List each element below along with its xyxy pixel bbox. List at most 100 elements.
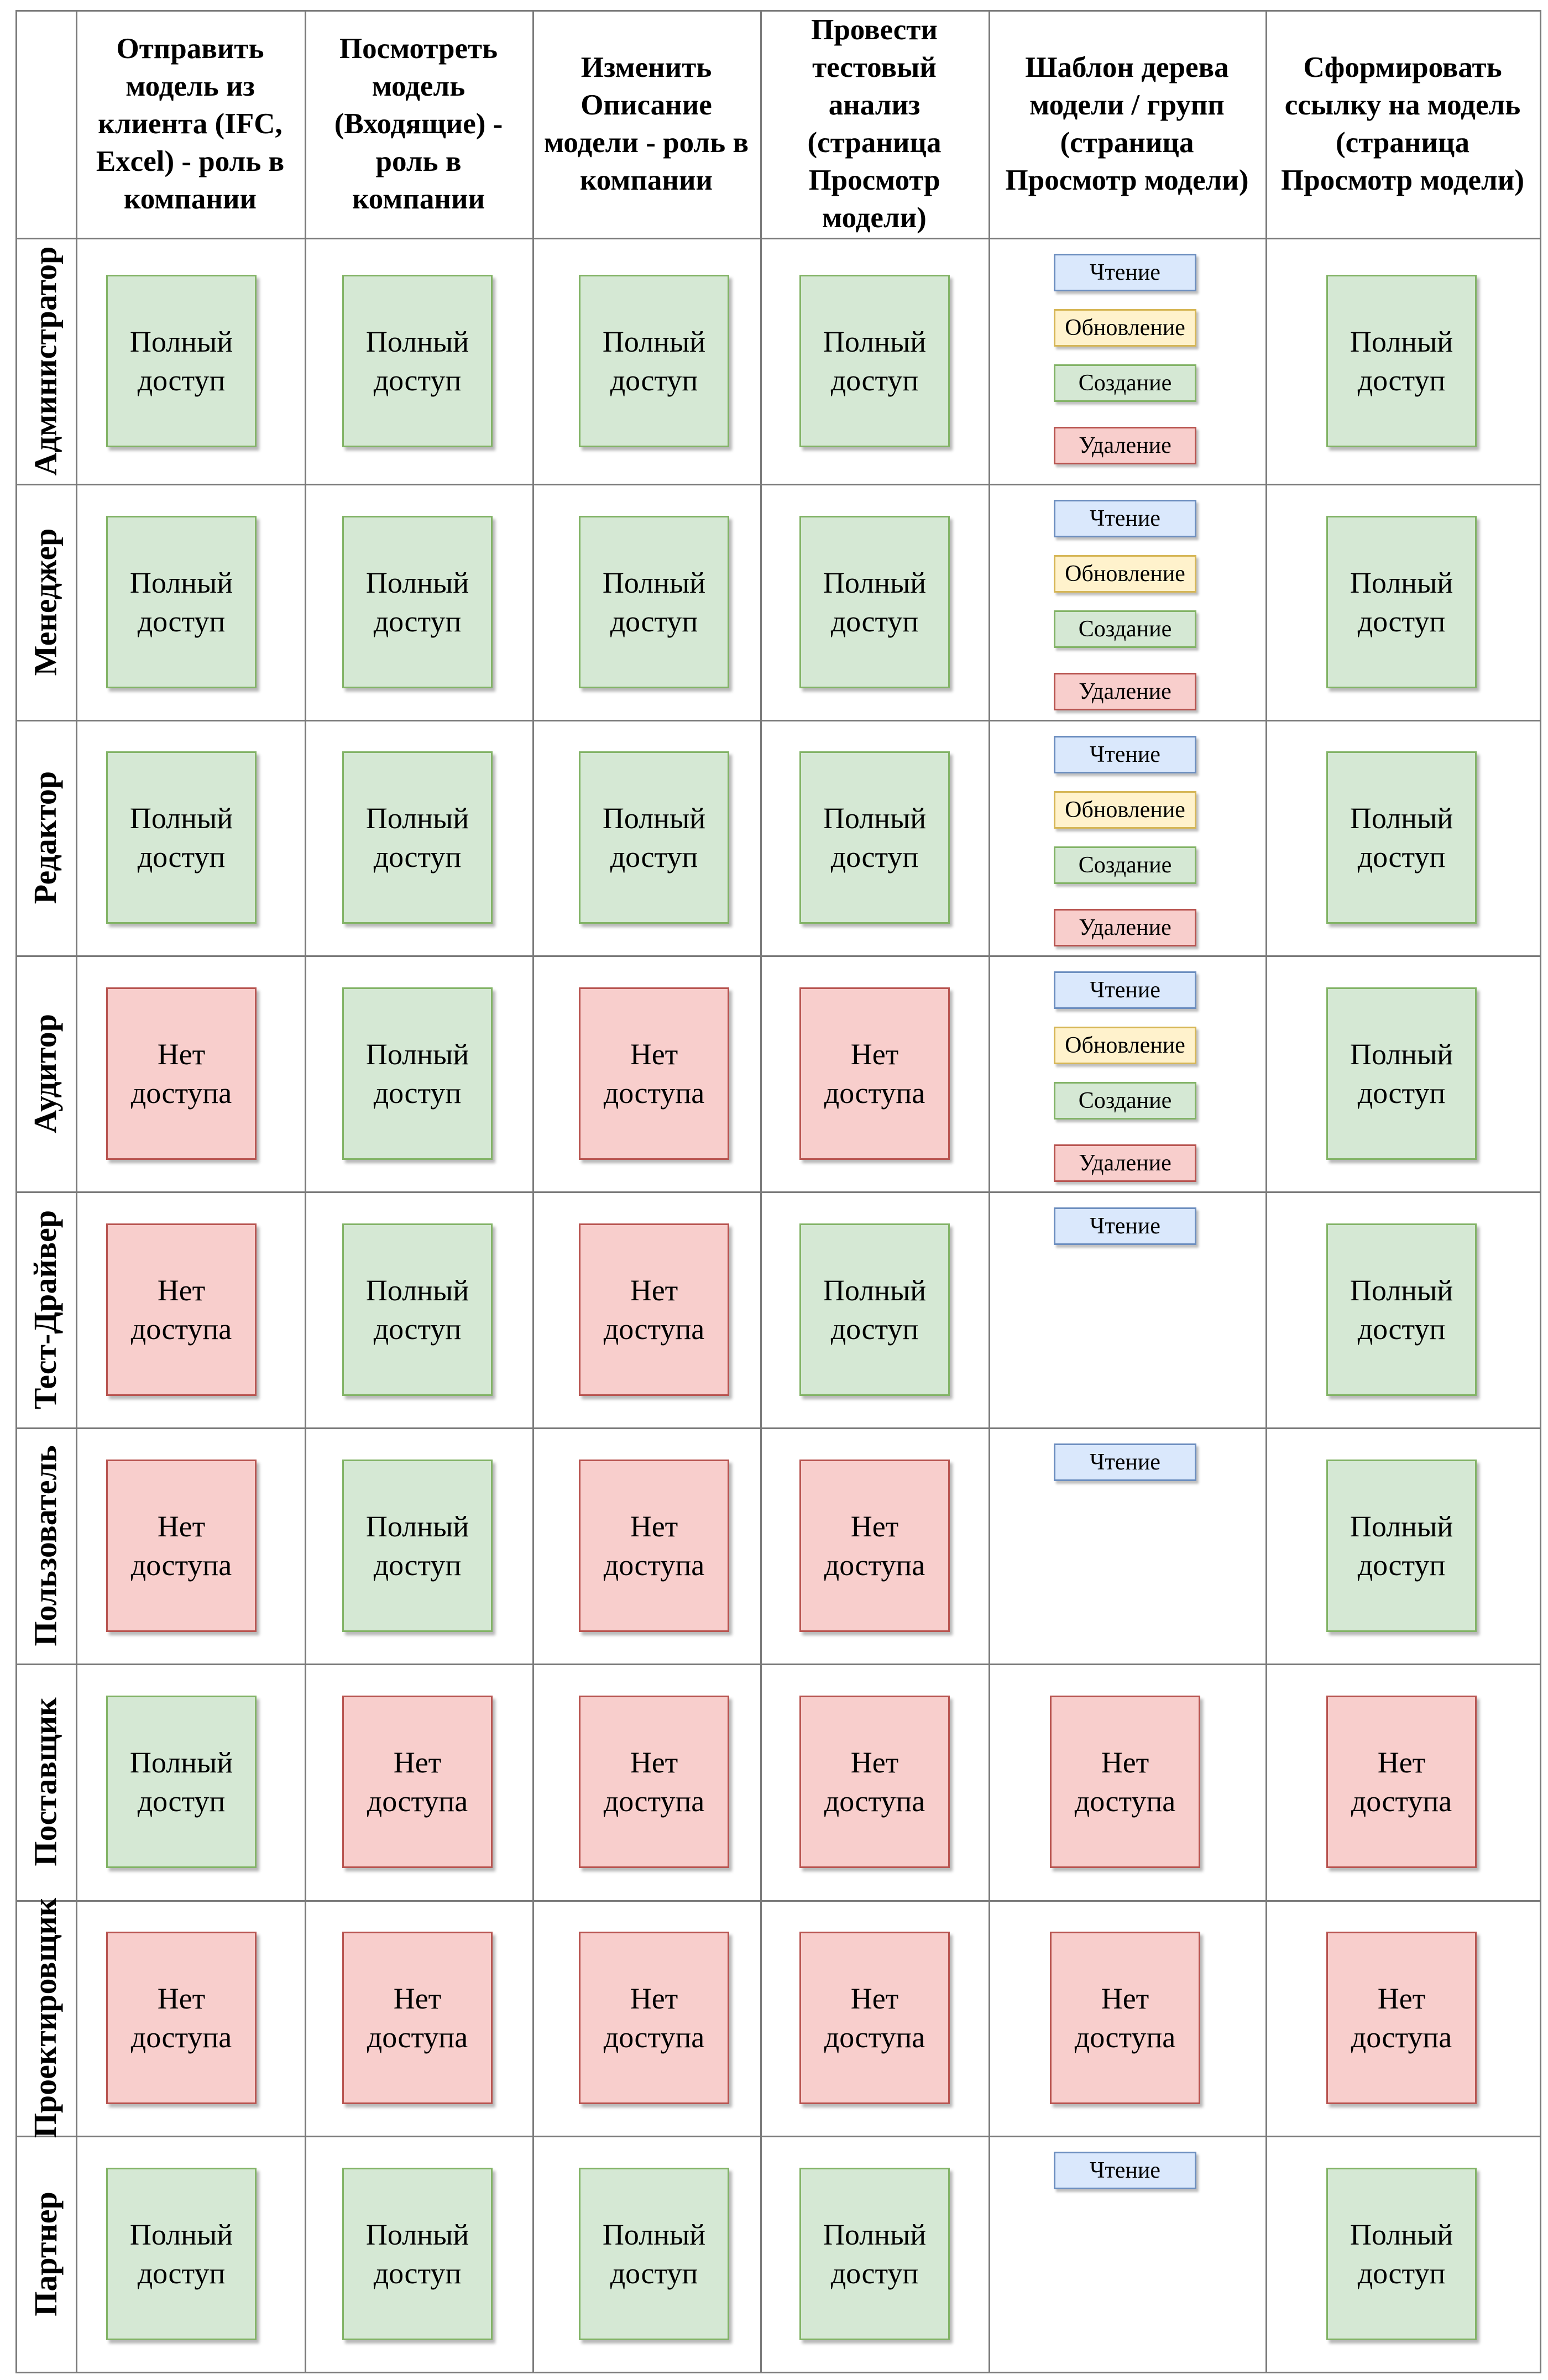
row-label: Поставщик [15,1664,76,1900]
permission-read: Чтение [1054,2152,1196,2189]
row-label: Администратор [15,238,76,484]
grid-line-horizontal [15,1664,1541,1665]
column-header: Изменить Описание модели - роль в компан… [543,51,749,196]
permission-update: Обновление [1054,555,1196,593]
no-access-box: Нет доступа [579,1932,729,2104]
full-access-box: Полный доступ [342,274,493,447]
full-access-box: Полный доступ [342,2167,493,2340]
full-access-box: Полный доступ [1326,2167,1477,2340]
permission-update: Обновление [1054,1027,1196,1064]
grid-line-horizontal [15,238,1541,239]
row-label: Редактор [15,720,76,955]
full-access-box: Полный доступ [1326,515,1477,688]
full-access-box: Полный доступ [106,1696,257,1868]
row-label: Тест-Драйвер [15,1191,76,1427]
grid-line-vertical [15,10,17,2373]
full-access-box: Полный доступ [1326,751,1477,924]
grid-line-horizontal [15,2136,1541,2137]
role-name: Редактор [27,771,64,904]
role-name: Пользователь [27,1445,64,1646]
no-access-box: Нет доступа [579,987,729,1160]
no-access-box: Нет доступа [342,1696,493,1868]
grid-line-horizontal [15,484,1541,485]
permission-read: Чтение [1054,971,1196,1009]
role-name: Администратор [27,246,64,475]
permission-create: Создание [1054,610,1196,648]
no-access-box: Нет доступа [1050,1932,1200,2104]
no-access-box: Нет доступа [106,1223,257,1396]
permission-read: Чтение [1054,736,1196,773]
grid-line-vertical [76,10,77,2373]
role-name: Партнер [27,2191,64,2316]
full-access-box: Полный доступ [799,515,950,688]
full-access-box: Полный доступ [799,274,950,447]
permission-delete: Удаление [1054,673,1196,710]
row-label: Пользователь [15,1427,76,1664]
role-name: Аудитор [27,1013,64,1133]
grid-line-vertical [1540,10,1541,2373]
permission-read: Чтение [1054,1443,1196,1481]
permission-update: Обновление [1054,791,1196,829]
column-header: Отправить модель из клиента (IFC, Excel)… [96,33,285,215]
no-access-box: Нет доступа [1326,1932,1477,2104]
grid-line-vertical [532,10,534,2373]
row-label: Партнер [15,2136,76,2372]
grid-line-horizontal [15,1191,1541,1193]
no-access-box: Нет доступа [579,1459,729,1632]
full-access-box: Полный доступ [579,2167,729,2340]
role-name: Тест-Драйвер [27,1210,64,1409]
grid-line-horizontal [15,955,1541,957]
full-access-box: Полный доступ [106,751,257,924]
no-access-box: Нет доступа [579,1696,729,1868]
full-access-box: Полный доступ [579,515,729,688]
no-access-box: Нет доступа [579,1223,729,1396]
grid-line-vertical [305,10,306,2373]
grid-line-vertical [1265,10,1267,2373]
full-access-box: Полный доступ [799,1223,950,1396]
full-access-box: Полный доступ [1326,987,1477,1160]
no-access-box: Нет доступа [799,1459,950,1632]
permission-read: Чтение [1054,1207,1196,1245]
full-access-box: Полный доступ [1326,1459,1477,1632]
full-access-box: Полный доступ [1326,1223,1477,1396]
full-access-box: Полный доступ [106,515,257,688]
no-access-box: Нет доступа [799,1932,950,2104]
full-access-box: Полный доступ [799,2167,950,2340]
row-label: Проектировщик [15,1897,76,2138]
permission-create: Создание [1054,846,1196,884]
grid-line-horizontal [15,10,1541,12]
permission-read: Чтение [1054,254,1196,291]
row-label: Менеджер [15,484,76,720]
no-access-box: Нет доступа [106,1932,257,2104]
full-access-box: Полный доступ [799,751,950,924]
permission-create: Создание [1054,1082,1196,1120]
full-access-box: Полный доступ [342,1223,493,1396]
full-access-box: Полный доступ [342,987,493,1160]
no-access-box: Нет доступа [342,1932,493,2104]
permission-create: Создание [1054,364,1196,402]
permission-delete: Удаление [1054,427,1196,464]
full-access-box: Полный доступ [342,1459,493,1632]
grid-line-vertical [989,10,990,2373]
permission-update: Обновление [1054,309,1196,347]
role-name: Менеджер [27,528,64,676]
full-access-box: Полный доступ [579,274,729,447]
column-header: Посмотреть модель (Входящие) - роль в ко… [334,33,503,215]
column-header: Провести тестовый анализ (страница Просм… [807,14,942,234]
grid-line-vertical [760,10,762,2373]
no-access-box: Нет доступа [1326,1696,1477,1868]
no-access-box: Нет доступа [799,987,950,1160]
grid-line-horizontal [15,1900,1541,1902]
full-access-box: Полный доступ [1326,274,1477,447]
row-label: Аудитор [15,955,76,1191]
full-access-box: Полный доступ [342,515,493,688]
full-access-box: Полный доступ [579,751,729,924]
no-access-box: Нет доступа [106,1459,257,1632]
full-access-box: Полный доступ [106,274,257,447]
grid-line-horizontal [15,720,1541,721]
no-access-box: Нет доступа [799,1696,950,1868]
role-name: Проектировщик [27,1897,64,2138]
permission-read: Чтение [1054,500,1196,537]
no-access-box: Нет доступа [1050,1696,1200,1868]
